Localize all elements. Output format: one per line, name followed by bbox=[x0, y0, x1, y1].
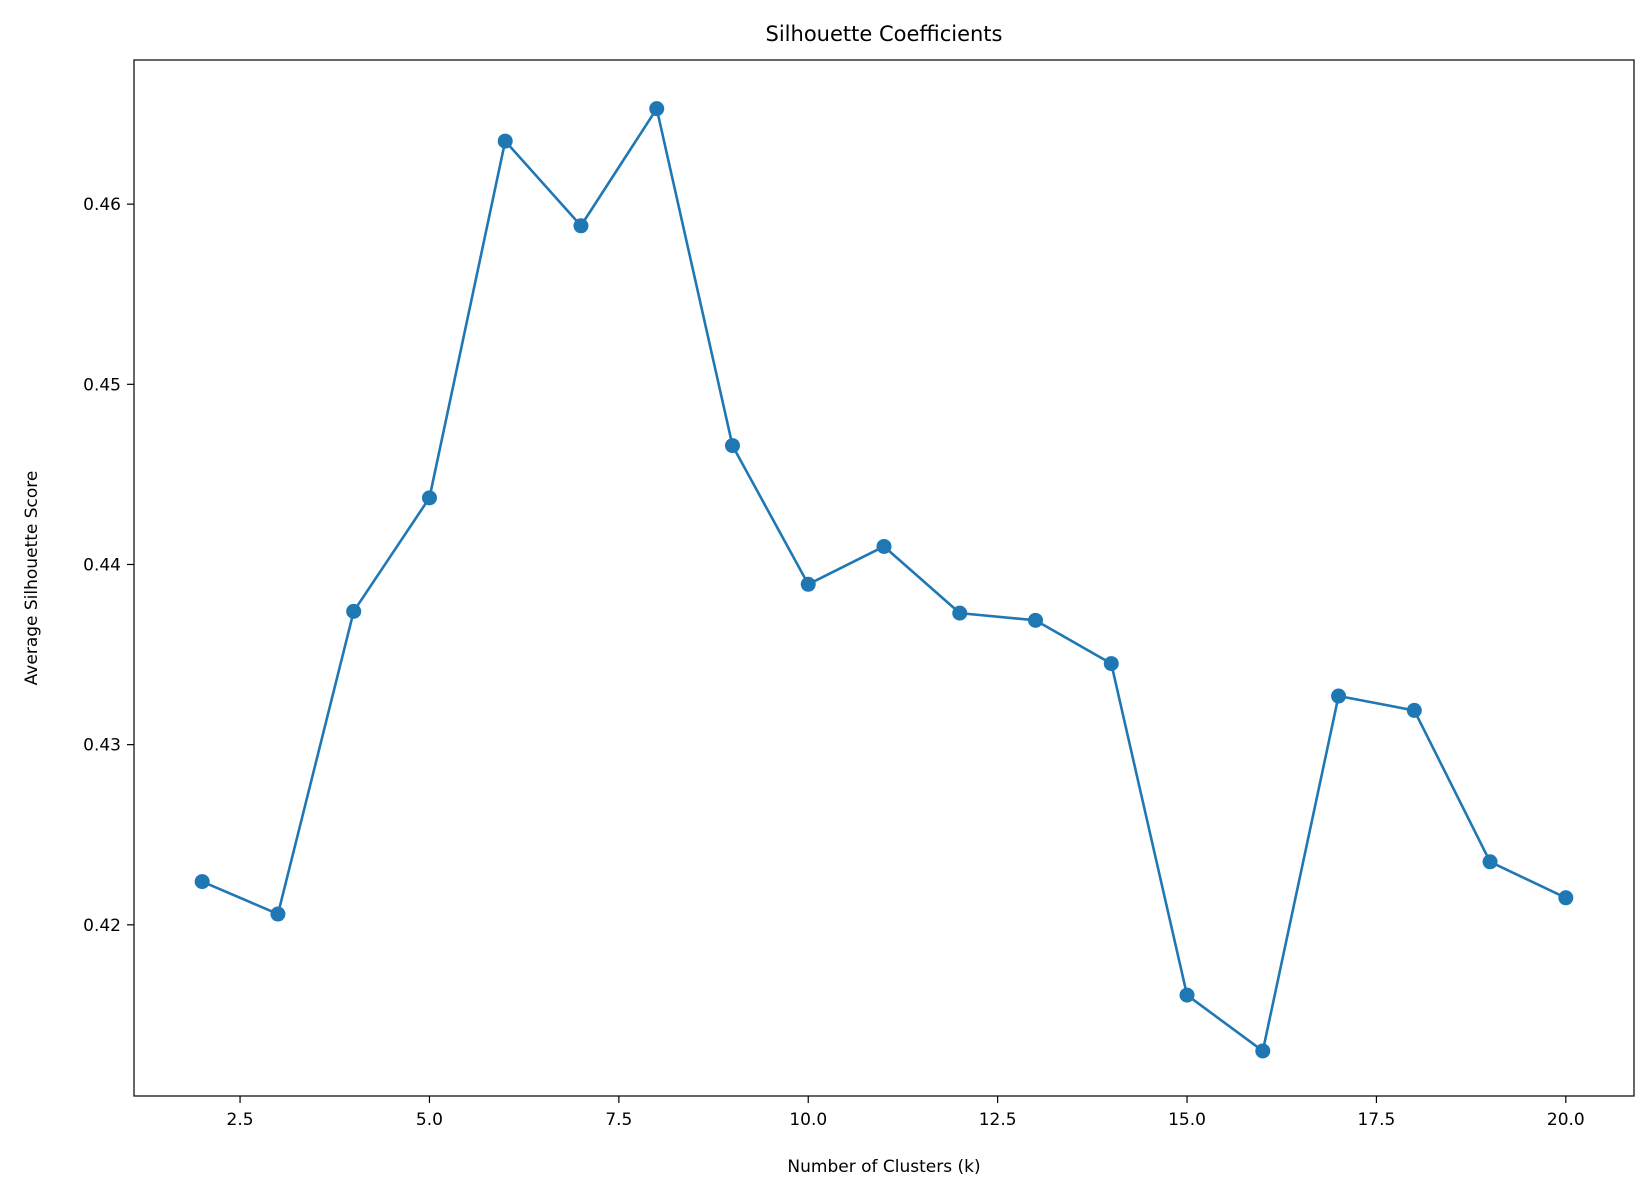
data-point bbox=[952, 605, 968, 621]
data-point bbox=[876, 538, 892, 554]
data-point bbox=[1331, 688, 1347, 704]
data-point bbox=[497, 133, 513, 149]
y-axis-label: Average Silhouette Score bbox=[22, 471, 42, 686]
y-axis-ticks: 0.42 0.43 0.44 0.45 0.46 bbox=[83, 195, 134, 936]
data-point bbox=[194, 874, 210, 890]
data-point bbox=[270, 906, 286, 922]
x-tick-label: 17.5 bbox=[1357, 1110, 1395, 1130]
data-point bbox=[1406, 702, 1422, 718]
x-tick-label: 7.5 bbox=[605, 1110, 632, 1130]
x-axis-label: Number of Clusters (k) bbox=[787, 1157, 980, 1177]
y-tick-label: 0.42 bbox=[83, 916, 121, 936]
data-point bbox=[649, 101, 665, 117]
x-tick-label: 10.0 bbox=[789, 1110, 827, 1130]
x-tick-label: 12.5 bbox=[979, 1110, 1017, 1130]
data-point bbox=[346, 603, 362, 619]
y-tick-label: 0.46 bbox=[83, 195, 121, 215]
x-tick-label: 5.0 bbox=[416, 1110, 443, 1130]
x-tick-label: 2.5 bbox=[227, 1110, 254, 1130]
data-point bbox=[1558, 890, 1574, 906]
data-point bbox=[1103, 656, 1119, 672]
data-point bbox=[724, 438, 740, 454]
plot-area-frame bbox=[133, 59, 1635, 1097]
x-tick-label: 20.0 bbox=[1547, 1110, 1585, 1130]
data-point bbox=[800, 576, 816, 592]
series-layer bbox=[194, 101, 1574, 1059]
chart-title: Silhouette Coefficients bbox=[766, 22, 1003, 46]
data-point bbox=[1255, 1043, 1271, 1059]
y-tick-label: 0.43 bbox=[83, 736, 121, 756]
y-tick-label: 0.44 bbox=[83, 555, 121, 575]
x-tick-label: 15.0 bbox=[1168, 1110, 1206, 1130]
x-axis-ticks: 2.5 5.0 7.5 10.0 12.5 15.0 17.5 20.0 bbox=[227, 1096, 1585, 1130]
data-point bbox=[1179, 987, 1195, 1003]
data-point bbox=[573, 218, 589, 234]
data-point bbox=[1028, 612, 1044, 628]
data-point bbox=[421, 490, 437, 506]
y-tick-label: 0.45 bbox=[83, 375, 121, 395]
data-point bbox=[1482, 854, 1498, 870]
